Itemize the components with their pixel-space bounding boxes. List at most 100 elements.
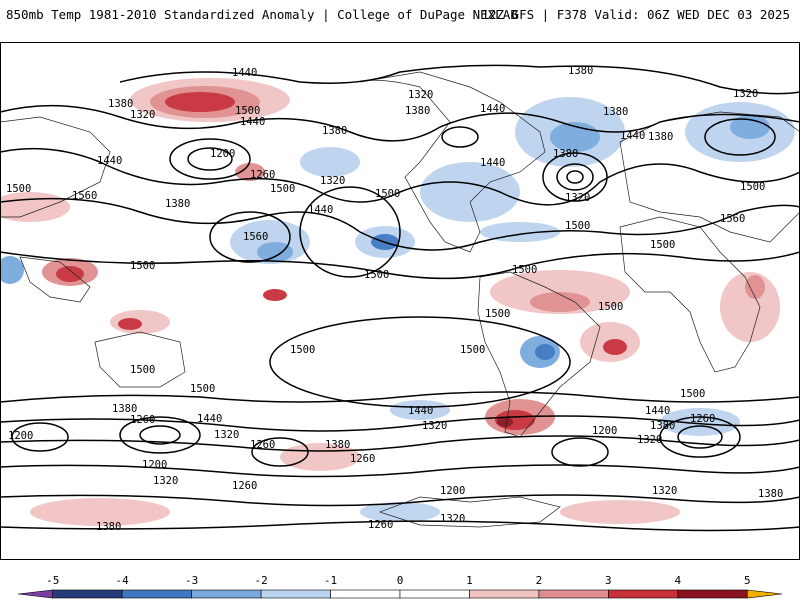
contour-closed-low	[251, 437, 309, 467]
contour-closed-low	[659, 416, 741, 458]
colorbar-tick-label: 1	[466, 574, 473, 587]
colorbar-tick-label: 0	[397, 574, 404, 587]
contour-label: 1500	[512, 264, 537, 276]
contour-label: 1320	[408, 89, 433, 101]
warm-anomaly-patch	[56, 266, 84, 282]
colorbar-bin	[469, 589, 540, 599]
cold-anomaly-patch	[660, 408, 740, 436]
colorbar-tick-label: -3	[185, 574, 198, 587]
contour-label: 1380	[648, 131, 673, 143]
contour-closed-low	[11, 422, 69, 452]
north-america-outline	[359, 71, 546, 253]
contour-label: 1200	[440, 485, 465, 497]
colorbar-tick-label: 2	[536, 574, 543, 587]
contour-label: 1440	[645, 405, 670, 417]
contour-label: 1200	[592, 425, 617, 437]
contour-closed-high	[209, 211, 291, 263]
contour-label: 1200	[210, 148, 235, 160]
contour-closed-low	[704, 118, 776, 156]
colorbar-bin	[191, 589, 262, 599]
warm-anomaly-patch	[720, 272, 780, 342]
contour-closed-low	[139, 425, 181, 445]
colorbar-bin	[52, 589, 123, 599]
contour-label: 1440	[240, 116, 265, 128]
map-title: 850mb Temp 1981-2010 Standardized Anomal…	[6, 7, 518, 22]
contour-label: 1380	[650, 420, 675, 432]
cold-anomaly-patch	[300, 147, 360, 177]
colorbar-bin	[677, 589, 748, 599]
contour-label: 1200	[8, 430, 33, 442]
cold-anomaly-patch	[257, 242, 293, 262]
contour-label: 1380	[405, 105, 430, 117]
contour-closed-low	[551, 437, 609, 467]
contour-closed-low	[556, 163, 594, 191]
contour-label: 1500	[6, 183, 31, 195]
maritime-continent-outline	[19, 256, 91, 303]
cold-anomaly-patch	[535, 344, 555, 360]
anomaly-map: 1440 1380 1320 1500 1440 1380 1200 1260 …	[0, 42, 800, 560]
cold-anomaly-patch	[0, 256, 24, 284]
cold-anomaly-patch	[360, 502, 440, 522]
colorbar-tick-label: -4	[116, 574, 130, 587]
contour-closed-high	[299, 186, 401, 278]
colorbar-tick-label: -2	[254, 574, 267, 587]
contour-label: 1380	[553, 148, 578, 160]
contour-line	[0, 494, 800, 507]
contour-closed-low	[566, 170, 584, 184]
contour-label: 1500	[190, 383, 215, 395]
australia-outline	[94, 331, 186, 388]
colorbar-tick-label: 3	[605, 574, 612, 587]
colorbar-bin	[538, 589, 609, 599]
eurasia-west-outline	[619, 111, 800, 243]
contour-label: 1260	[368, 519, 393, 531]
contour-label: 1320	[153, 475, 178, 487]
contour-label: 1320	[440, 513, 465, 525]
contour-closed-low	[119, 416, 201, 454]
contour-label: 1380	[165, 198, 190, 210]
contour-label: 1260	[130, 414, 155, 426]
contour-label: 1260	[250, 439, 275, 451]
contour-label: 1440	[97, 155, 122, 167]
contour-label: 1380	[108, 98, 133, 110]
contour-label: 1500	[460, 344, 485, 356]
contour-label: 1500	[235, 105, 260, 117]
contour-line	[0, 251, 800, 280]
contour-label: 1380	[112, 403, 137, 415]
contour-label: 1500	[650, 239, 675, 251]
map-background	[0, 42, 800, 560]
contour-line	[0, 197, 800, 251]
colorbar-tick-label: -5	[46, 574, 59, 587]
contour-line	[119, 64, 800, 95]
contour-label: 1380	[758, 488, 783, 500]
south-america-outline	[477, 271, 601, 438]
contour-label: 1440	[197, 413, 222, 425]
contour-label: 1440	[232, 67, 257, 79]
contour-label: 1500	[130, 364, 155, 376]
contour-label: 1500	[364, 269, 389, 281]
contour-label: 1440	[480, 157, 505, 169]
contour-label: 1500	[565, 220, 590, 232]
contour-label: 1440	[480, 103, 505, 115]
warm-anomaly-patch	[263, 289, 287, 301]
height-contours	[0, 64, 800, 532]
colorbar-tick-label: 5	[744, 574, 751, 587]
colorbar-bin	[608, 589, 679, 599]
africa-outline	[619, 216, 761, 373]
coastlines	[0, 71, 800, 528]
colorbar-bin	[17, 589, 54, 599]
cold-anomaly-patch	[730, 115, 770, 139]
contour-label: 1440	[408, 405, 433, 417]
contour-closed-low	[677, 425, 723, 449]
contour-label: 1380	[603, 106, 628, 118]
warm-anomaly-patch	[560, 500, 680, 524]
warm-anomaly-patch	[118, 318, 142, 330]
warm-anomaly-patch	[530, 292, 590, 312]
contour-label: 1560	[72, 190, 97, 202]
contour-closed-low	[187, 147, 233, 171]
colorbar-tick-label: -1	[324, 574, 337, 587]
model-run-info: 12Z GFS | F378 Valid: 06Z WED DEC 03 202…	[481, 7, 790, 22]
contour-label: 1500	[130, 260, 155, 272]
warm-anomaly-patch	[30, 498, 170, 526]
cold-anomaly-patch	[390, 400, 450, 420]
contour-line	[0, 147, 800, 206]
